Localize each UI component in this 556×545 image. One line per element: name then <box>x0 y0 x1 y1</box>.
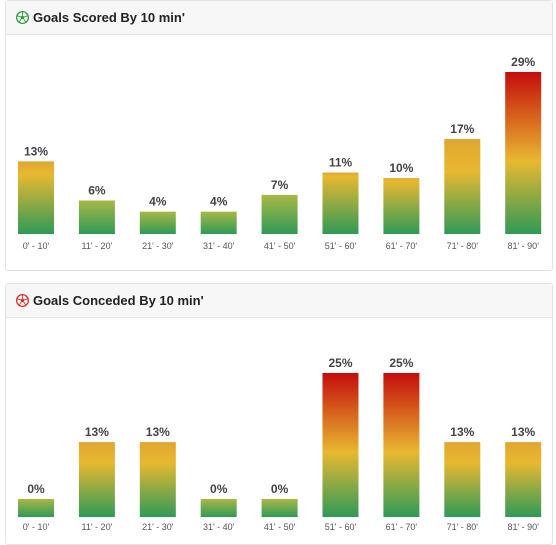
conceded-bar <box>139 442 176 517</box>
scored-bar-value-label: 6% <box>88 183 106 197</box>
conceded-bar-value-label: 25% <box>328 356 352 370</box>
goals-scored-chart: 13% 0' - 10' 6% 11' - 20' 4% 21' - 30' 4% 31' -… <box>18 55 542 251</box>
goals-scored-title: Goals Scored By 10 min' <box>33 10 185 25</box>
soccer-ball-icon <box>16 11 29 24</box>
scored-bar-value-label: 17% <box>450 122 474 136</box>
scored-category-label: 0' - 10' <box>23 241 50 251</box>
scored-bar-value-label: 4% <box>210 195 228 209</box>
scored-category-label: 71' - 80' <box>447 241 479 251</box>
scored-category-label: 21' - 30' <box>142 241 174 251</box>
scored-category-label: 31' - 40' <box>203 241 235 251</box>
conceded-category-label: 61' - 70' <box>386 522 418 532</box>
conceded-bar <box>200 499 237 517</box>
scored-bar-value-label: 13% <box>24 144 48 158</box>
scored-bar <box>78 200 115 234</box>
scored-category-label: 11' - 20' <box>82 241 113 251</box>
scored-bar <box>139 211 176 234</box>
conceded-bar-value-label: 13% <box>146 425 170 439</box>
goals-conceded-header: Goals Conceded By 10 min' <box>6 284 552 318</box>
scored-category-label: 81' - 90' <box>507 241 539 251</box>
goals-scored-header: Goals Scored By 10 min' <box>6 1 552 35</box>
goals-conceded-chart: 0% 0' - 10' 13% 11' - 20' 13% 21' - 30' 0% 31' … <box>18 356 542 532</box>
conceded-category-label: 71' - 80' <box>447 522 479 532</box>
conceded-bar <box>78 442 115 517</box>
conceded-bar <box>505 442 542 517</box>
conceded-category-label: 11' - 20' <box>82 522 113 532</box>
scored-bar-value-label: 11% <box>329 156 353 170</box>
conceded-bar <box>18 499 54 517</box>
scored-bar <box>18 161 54 234</box>
conceded-category-label: 0' - 10' <box>23 522 50 532</box>
conceded-category-label: 81' - 90' <box>507 522 539 532</box>
conceded-bar-value-label: 13% <box>511 425 535 439</box>
goals-conceded-title: Goals Conceded By 10 min' <box>33 293 204 308</box>
scored-bar-value-label: 4% <box>149 195 167 209</box>
conceded-bar-value-label: 13% <box>85 425 109 439</box>
scored-bar-value-label: 10% <box>389 161 413 175</box>
scored-bar <box>505 72 542 234</box>
scored-bar <box>383 178 420 234</box>
conceded-category-label: 21' - 30' <box>142 522 174 532</box>
conceded-bar <box>261 499 298 517</box>
conceded-bar-value-label: 25% <box>389 356 413 370</box>
scored-bar-value-label: 29% <box>511 55 535 69</box>
scored-bar <box>444 139 481 234</box>
conceded-category-label: 41' - 50' <box>264 522 296 532</box>
conceded-bar-value-label: 0% <box>210 482 228 496</box>
scored-bar <box>261 194 298 234</box>
conceded-bar <box>322 373 359 517</box>
scored-bar <box>200 211 237 234</box>
scored-category-label: 61' - 70' <box>386 241 418 251</box>
goals-conceded-card: Goals Conceded By 10 min' 0% 0' - 10' 13% 1… <box>5 283 553 545</box>
soccer-ball-icon <box>16 294 29 307</box>
goals-scored-card: Goals Scored By 10 min' 13% 0' - 10' 6% 11'… <box>5 0 553 271</box>
conceded-bar <box>383 373 420 517</box>
scored-bar-value-label: 7% <box>271 178 289 192</box>
conceded-bar-value-label: 0% <box>271 482 289 496</box>
conceded-bar <box>444 442 481 517</box>
scored-category-label: 41' - 50' <box>264 241 296 251</box>
conceded-category-label: 51' - 60' <box>325 522 357 532</box>
scored-bar <box>322 172 359 234</box>
conceded-category-label: 31' - 40' <box>203 522 235 532</box>
conceded-bar-value-label: 13% <box>450 425 474 439</box>
scored-category-label: 51' - 60' <box>325 241 357 251</box>
conceded-bar-value-label: 0% <box>27 482 45 496</box>
